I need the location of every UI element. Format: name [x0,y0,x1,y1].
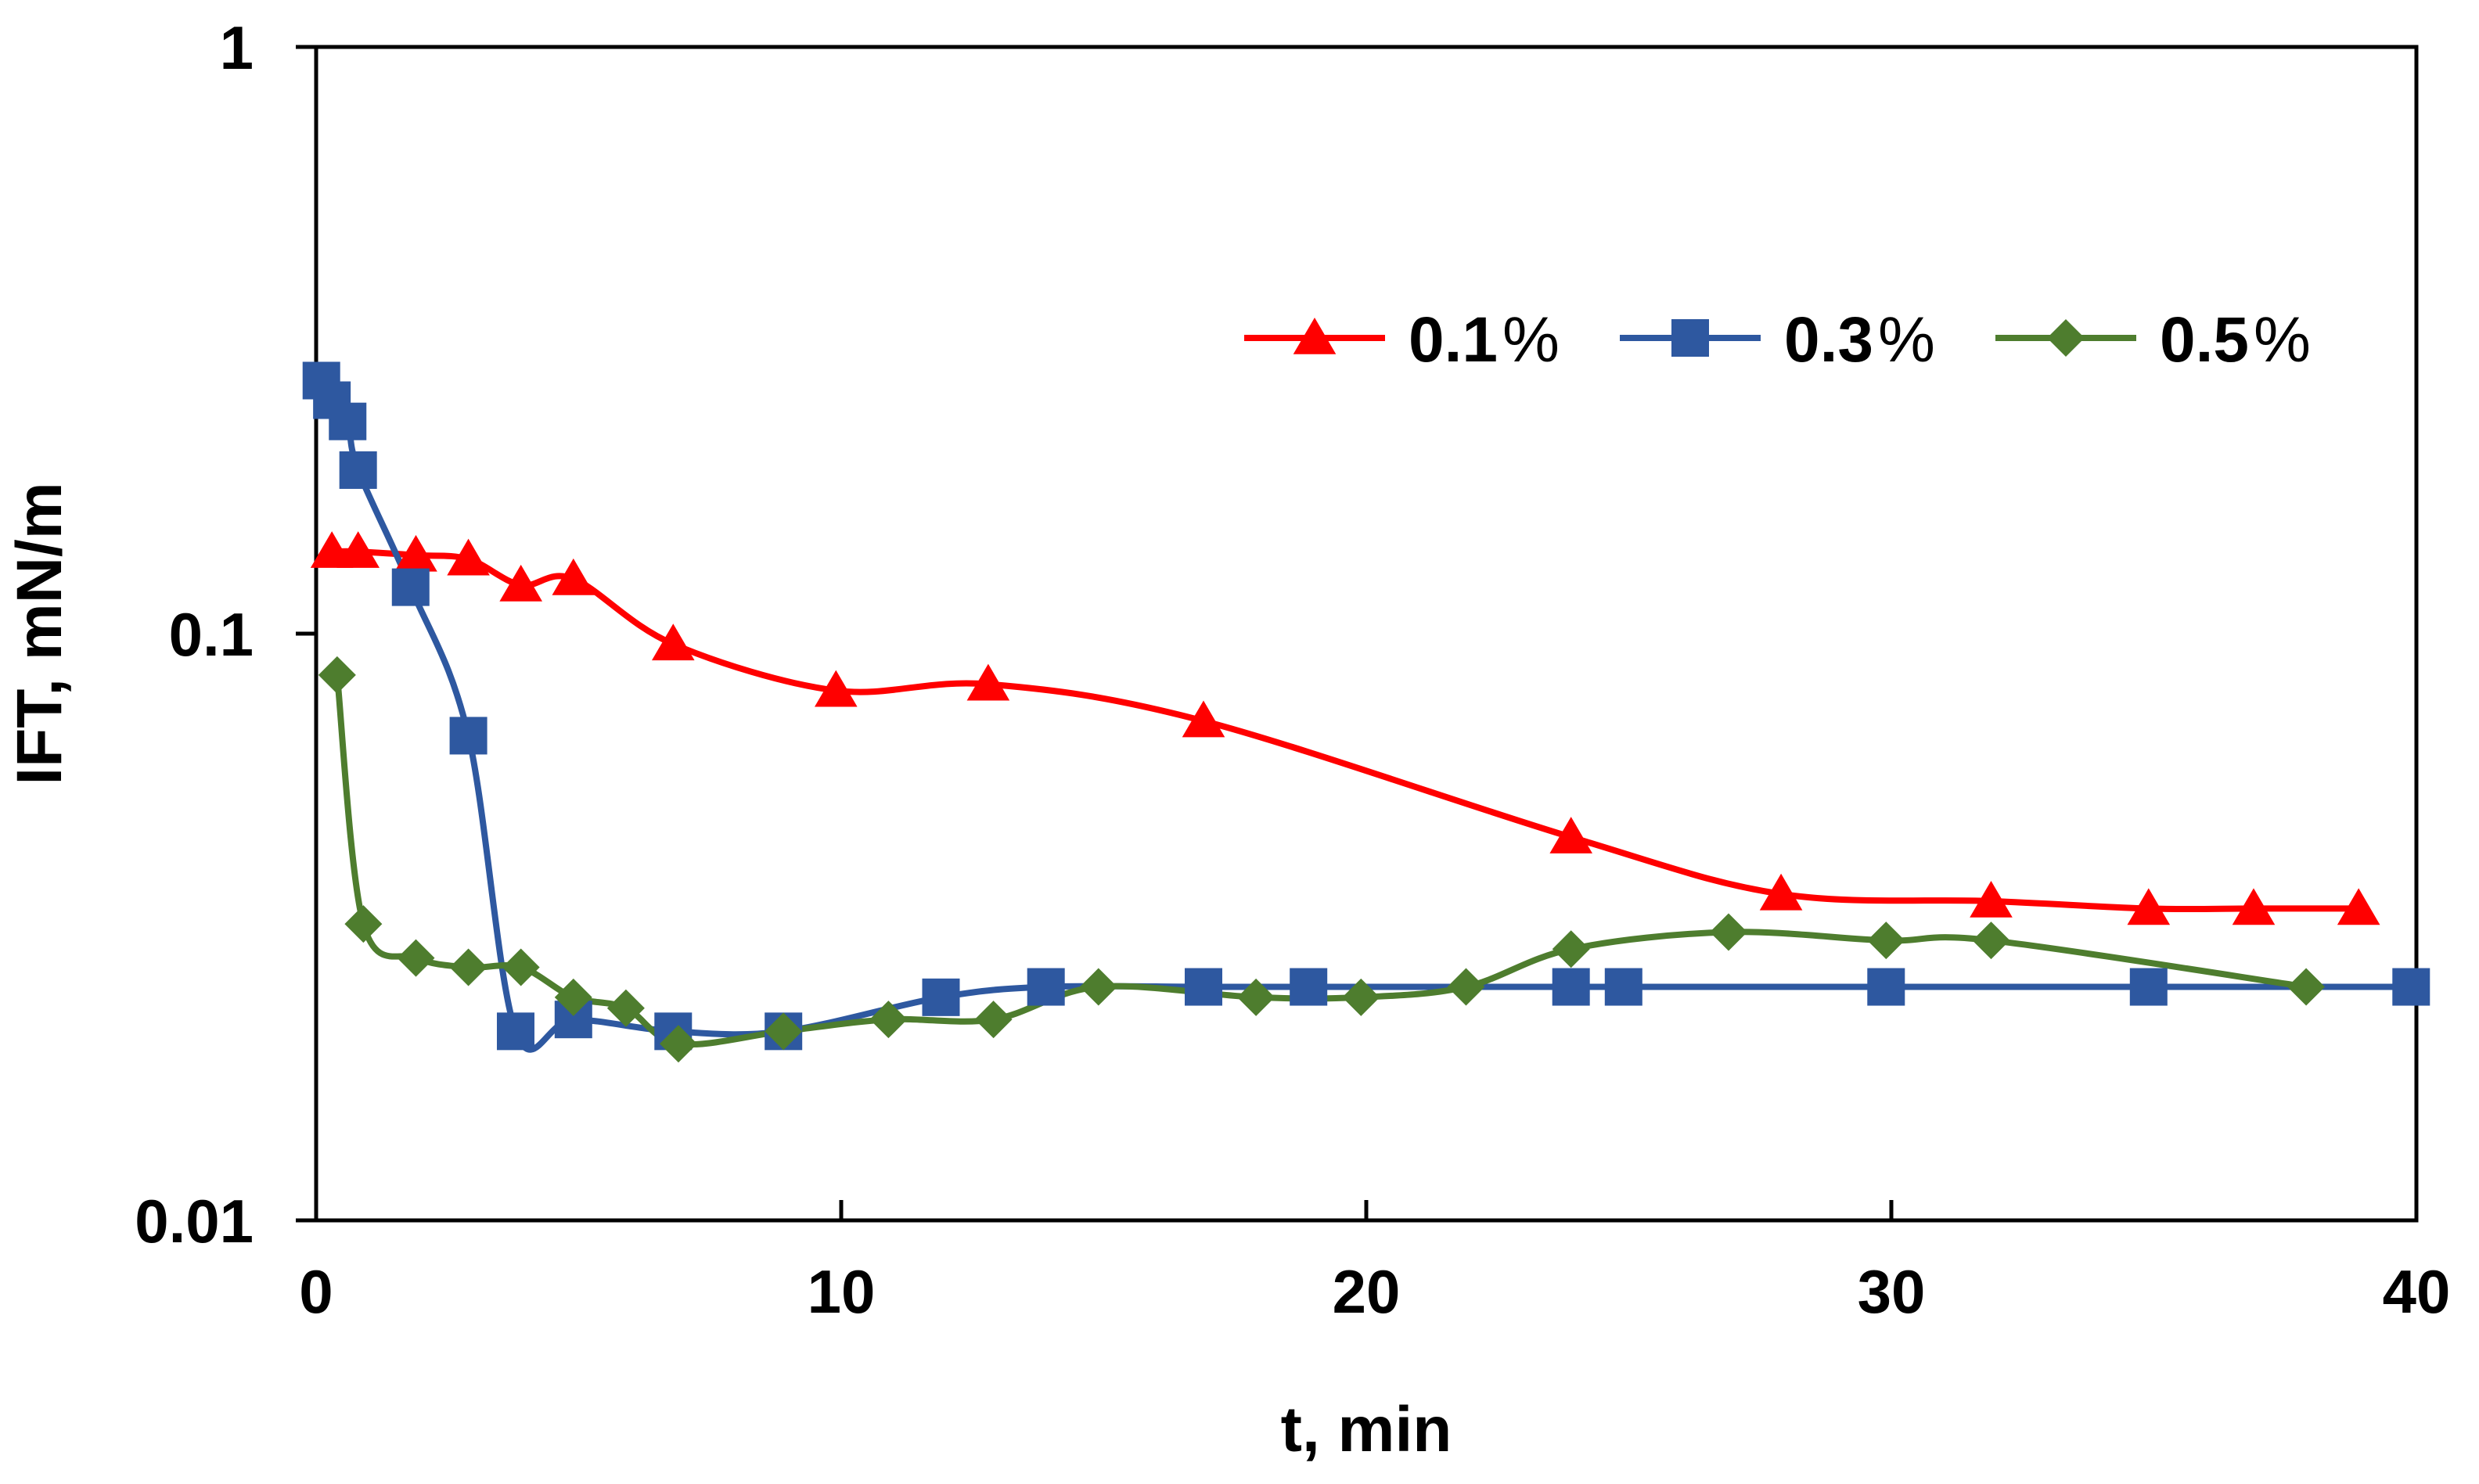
x-tick-label: 0 [299,1257,333,1326]
data-point-series-3 [1447,968,1485,1006]
data-point-series-3 [1237,978,1275,1016]
data-point-series-3 [318,656,356,694]
data-point-series-2 [2129,968,2168,1006]
data-point-series-1 [499,564,542,602]
series-line-1 [329,548,2362,913]
data-point-series-2 [1027,968,1065,1006]
y-tick-label: 1 [220,13,254,82]
data-point-series-3 [1079,968,1117,1006]
data-point-series-3 [1709,913,1747,951]
data-point-series-3 [2287,968,2326,1006]
data-point-series-3 [606,989,645,1027]
legend-swatch-marker-2 [1671,319,1709,357]
data-point-series-2 [2392,968,2430,1006]
data-point-series-3 [1972,922,2010,960]
x-tick-label: 40 [2383,1257,2451,1326]
data-point-series-2 [496,1012,534,1051]
data-point-series-2 [1552,968,1590,1006]
y-tick-label: 0.1 [169,600,254,669]
x-tick-label: 30 [1858,1257,1926,1326]
data-point-series-1 [2127,888,2171,925]
data-point-series-3 [554,978,592,1016]
data-point-series-3 [344,905,383,943]
data-point-series-1 [2232,888,2276,925]
data-point-series-2 [1867,968,1905,1006]
legend-swatch-marker-3 [2047,319,2085,357]
data-point-series-2 [1184,968,1222,1006]
data-point-series-1 [814,670,858,707]
legend: 0.1% 0.3% 0.5% [1244,304,2311,375]
data-point-series-1 [1970,880,2013,918]
data-point-series-3 [1342,978,1380,1016]
data-point-series-3 [502,948,540,986]
data-point-series-1 [1759,873,1803,911]
data-point-series-1 [1182,700,1225,738]
data-point-series-3 [449,948,488,986]
plot-area-frame [314,45,2419,1223]
data-point-series-2 [1604,968,1642,1006]
legend-label-2: 0.3% [1784,304,1935,375]
data-point-series-2 [449,717,488,755]
legend-label-3: 0.5% [2160,304,2311,375]
data-point-series-1 [651,623,695,661]
data-point-series-2 [922,978,960,1016]
y-tick-label: 0.01 [135,1187,254,1256]
data-point-series-1 [336,531,380,568]
legend-swatch-marker-1 [1293,318,1337,354]
series-line-2 [318,377,2415,1053]
data-point-series-2 [1290,968,1328,1006]
legend-label-1: 0.1% [1409,304,1560,375]
data-point-series-3 [659,1025,697,1063]
data-point-series-3 [1867,922,1905,960]
data-point-series-2 [329,402,367,440]
data-point-series-2 [391,568,430,606]
x-tick-label: 10 [808,1257,876,1326]
data-point-series-1 [2337,888,2380,925]
data-point-series-1 [1549,817,1592,853]
data-point-series-3 [1552,930,1590,968]
data-point-series-1 [552,558,595,595]
data-point-series-3 [765,1012,803,1051]
data-point-series-3 [869,1001,908,1039]
y-axis-title: IFT, mN/m [4,482,75,785]
data-point-series-1 [394,534,437,572]
data-point-series-3 [397,939,435,977]
data-point-series-1 [447,538,490,576]
data-point-series-2 [339,451,377,489]
x-tick-label: 20 [1333,1257,1401,1326]
x-axis-title: t, min [1281,1394,1452,1465]
data-point-series-1 [966,663,1010,701]
data-point-series-3 [974,1001,1013,1039]
